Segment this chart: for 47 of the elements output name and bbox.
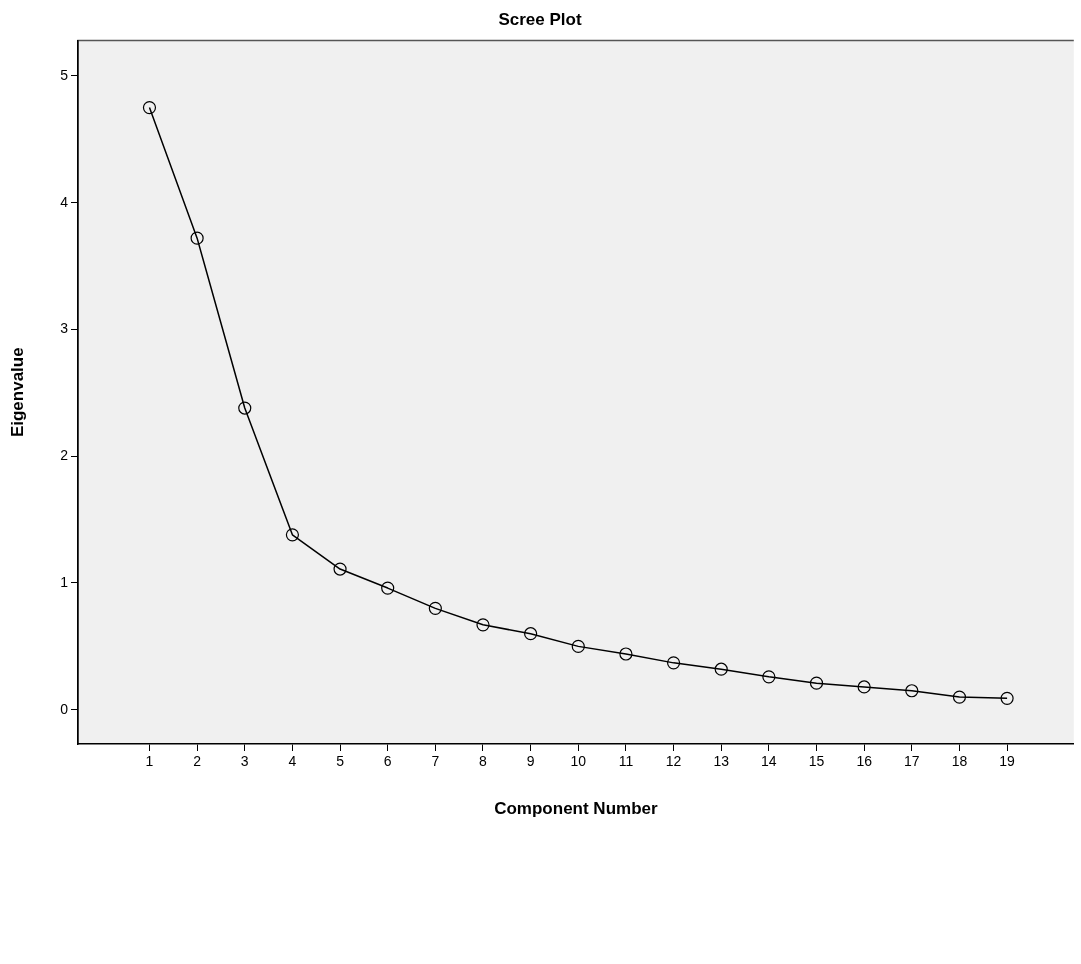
point — [857, 680, 871, 694]
x-tick-label: 16 — [856, 753, 873, 770]
point — [333, 562, 347, 576]
y-tick-label: 1 — [60, 573, 69, 590]
y-tick-label: 2 — [60, 447, 69, 464]
x-tick-label: 19 — [999, 753, 1016, 770]
point — [1000, 691, 1014, 705]
x-tick-label: 10 — [570, 753, 587, 770]
point — [142, 100, 157, 115]
x-tick-label: 18 — [951, 753, 968, 770]
y-tick-label: 4 — [60, 193, 69, 210]
x-tick-label: 12 — [665, 753, 682, 770]
y-axis-title: Eigenvalue — [7, 347, 27, 438]
x-tick-label: 5 — [336, 753, 345, 770]
point — [809, 676, 824, 690]
chart-title: Scree Plot — [498, 9, 582, 29]
point — [428, 601, 442, 615]
point — [285, 528, 300, 542]
x-tick-label: 14 — [761, 753, 777, 770]
y-tick-label: 5 — [60, 66, 69, 83]
point — [190, 231, 204, 245]
x-tick-label: 6 — [383, 753, 392, 770]
y-tick-label: 3 — [60, 320, 69, 337]
point — [238, 401, 252, 415]
point — [524, 627, 538, 641]
x-tick-label: 15 — [808, 753, 825, 770]
x-tick-label: 8 — [479, 753, 488, 770]
x-tick-label: 11 — [618, 753, 634, 770]
x-axis-title: Component Number — [494, 799, 658, 819]
x-tick-label: 4 — [288, 753, 297, 770]
x-tick-label: 1 — [145, 753, 154, 770]
point — [381, 581, 395, 595]
point — [762, 670, 776, 684]
x-tick-label: 13 — [713, 753, 730, 770]
y-tick-label: 0 — [60, 700, 69, 717]
point — [571, 639, 585, 653]
point — [619, 647, 633, 661]
point — [666, 656, 681, 670]
x-tick-label: 2 — [193, 753, 202, 770]
x-tick-label: 7 — [431, 753, 440, 770]
x-tick-label: 9 — [526, 753, 535, 770]
x-tick-label: 3 — [240, 753, 249, 770]
point — [714, 662, 728, 676]
point — [905, 684, 919, 698]
point — [952, 690, 967, 704]
x-tick-label: 17 — [904, 753, 920, 770]
point — [476, 618, 490, 632]
